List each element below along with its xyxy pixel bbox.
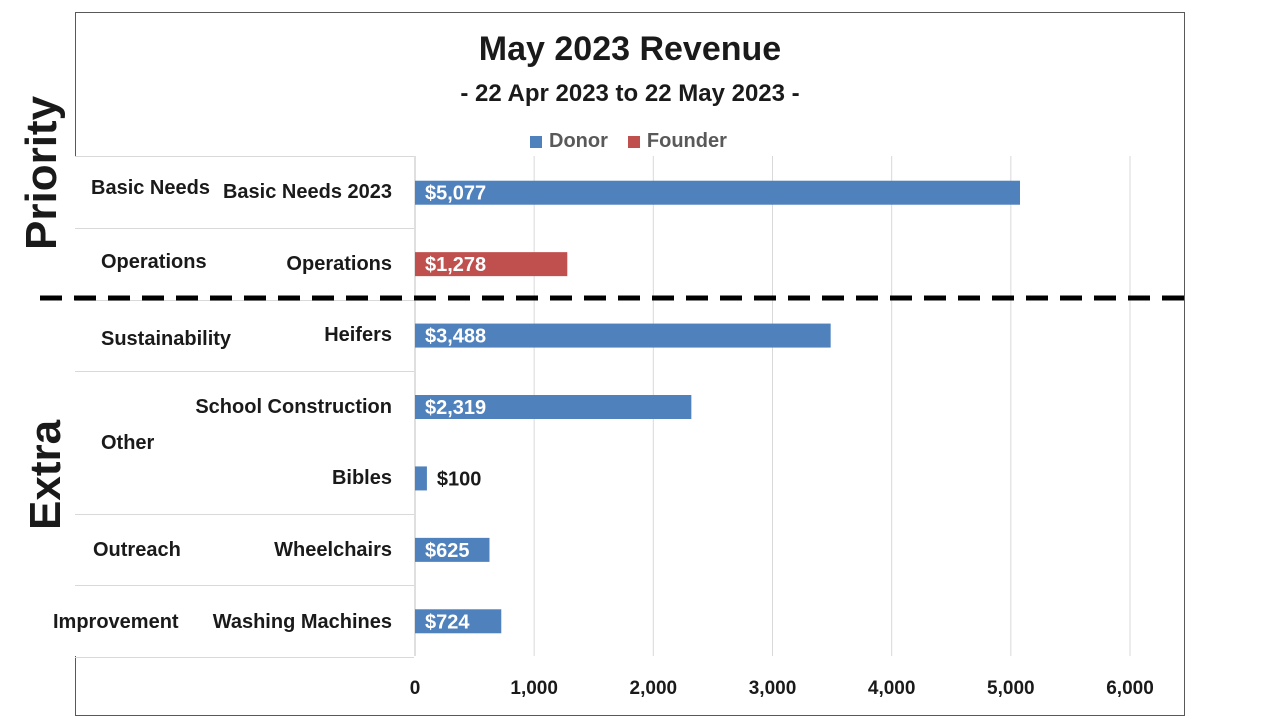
chart-title: May 2023 Revenue (478, 30, 782, 68)
bar (415, 466, 427, 491)
category-label-bibles: Bibles (331, 467, 392, 489)
x-tick-label: 1,000 (510, 678, 558, 699)
legend-swatch-founder (627, 135, 640, 148)
x-tick-label: 2,000 (630, 678, 678, 699)
group-cell-other (75, 371, 414, 515)
group-cell-improvement (75, 585, 414, 658)
bar (415, 180, 1021, 205)
bar-value-label: $1,278 (425, 254, 486, 276)
legend-item-founder: Founder (627, 130, 727, 153)
category-label-operations: Operations (286, 253, 392, 275)
chart-subtitle: - 22 Apr 2023 to 22 May 2023 - (460, 80, 800, 107)
x-tick-label: 3,000 (749, 678, 797, 699)
bar-value-label: $724 (425, 611, 470, 633)
x-tick-label: 5,000 (987, 678, 1035, 699)
group-label-improvement: Improvement (53, 611, 179, 633)
group-label-operations: Operations (101, 251, 207, 273)
category-label-school-construction: School Construction (195, 396, 392, 418)
x-tick-label: 6,000 (1106, 678, 1154, 699)
group-label-basic-needs: Basic Needs (91, 177, 210, 199)
bar-value-label: $5,077 (425, 183, 486, 205)
x-tick-label: 4,000 (868, 678, 916, 699)
category-label-wheelchairs: Wheelchairs (274, 539, 392, 561)
bar (415, 537, 490, 562)
bar (415, 609, 502, 634)
group-cell-basic-needs (75, 156, 414, 229)
group-cell-operations (75, 228, 414, 301)
legend-swatch-donor (530, 135, 542, 148)
bar-value-label: $2,319 (425, 397, 486, 419)
legend-item-donor: Donor (530, 130, 608, 153)
group-label-outreach: Outreach (93, 539, 181, 561)
bar-value-label: $625 (425, 540, 470, 562)
bar (415, 395, 692, 419)
bar-value-label: $100 (437, 468, 482, 490)
bar-value-label: $3,488 (425, 326, 486, 348)
legend: Donor Founder (530, 130, 727, 153)
legend-label-founder: Founder (646, 130, 727, 152)
bar (415, 323, 831, 348)
category-label-washing-machines: Washing Machines (212, 611, 392, 633)
group-label-other: Other (101, 432, 155, 454)
x-tick-label: 0 (410, 678, 421, 699)
category-panel (75, 156, 414, 656)
group-cell-outreach (75, 514, 414, 586)
bar (415, 252, 568, 277)
group-label-sustainability: Sustainability (101, 328, 232, 350)
category-label-heifers: Heifers (324, 324, 392, 346)
category-label-basic-needs-2023: Basic Needs 2023 (222, 181, 392, 203)
legend-label-donor: Donor (549, 130, 608, 152)
